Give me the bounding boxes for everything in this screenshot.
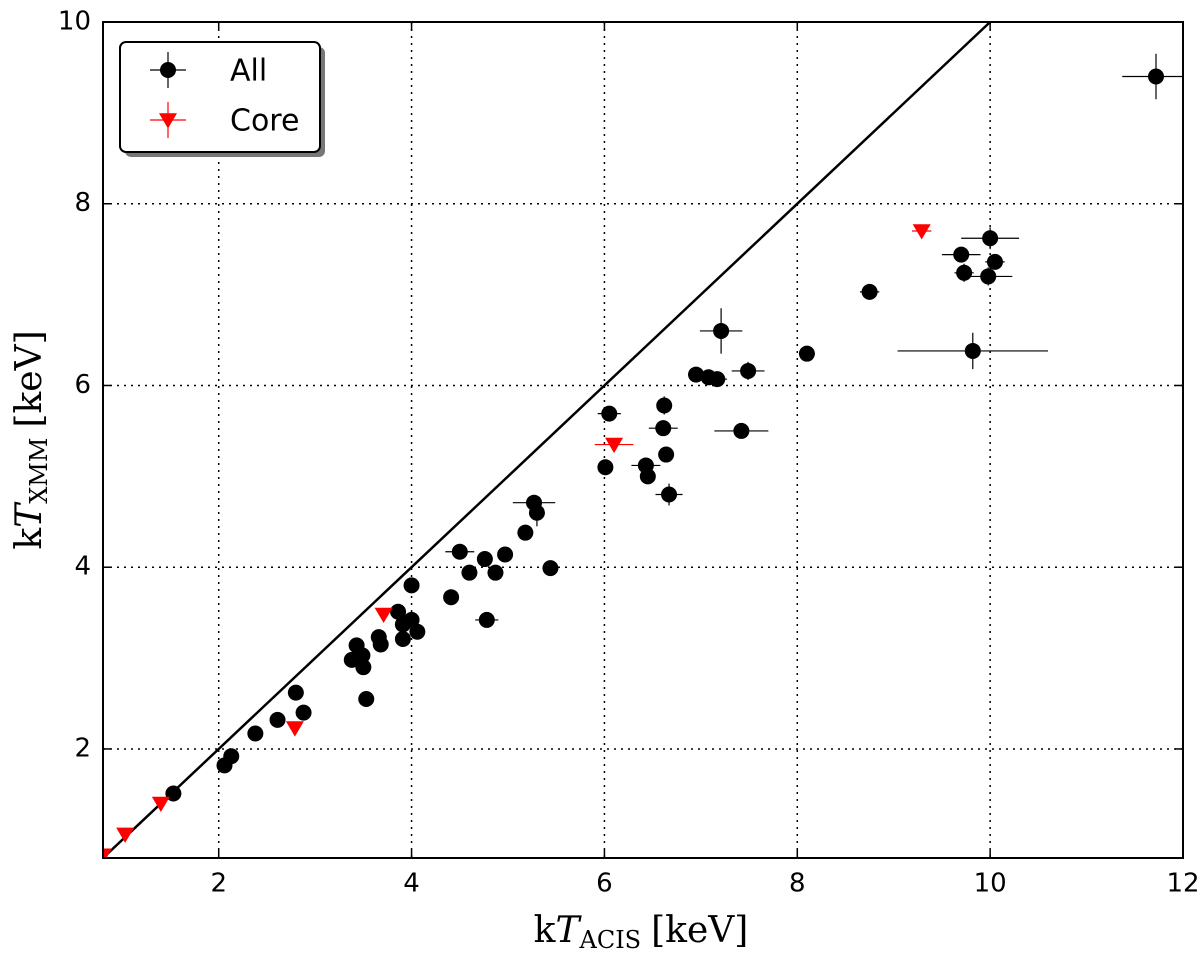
point bbox=[451, 543, 468, 560]
point bbox=[443, 589, 460, 606]
point bbox=[354, 647, 371, 664]
legend-marker bbox=[160, 62, 176, 78]
y-label-unit: [keV] bbox=[9, 330, 50, 427]
point bbox=[285, 721, 304, 737]
legend: All Core bbox=[119, 41, 325, 157]
x-tick-label: 4 bbox=[403, 869, 420, 899]
y-label-prefix: k bbox=[9, 527, 50, 550]
axes: 2 4 6 8 10 12 2 4 6 8 10 bbox=[58, 7, 1200, 899]
point bbox=[517, 524, 534, 541]
point bbox=[639, 468, 656, 485]
point bbox=[355, 659, 372, 676]
point bbox=[487, 564, 504, 581]
point bbox=[986, 253, 1003, 270]
y-tick-label: 2 bbox=[74, 733, 91, 763]
point bbox=[374, 607, 393, 624]
point bbox=[964, 342, 981, 359]
legend-label: Core bbox=[230, 104, 299, 139]
x-label-subscript: ACIS bbox=[579, 926, 642, 953]
point bbox=[605, 437, 624, 454]
point bbox=[658, 446, 675, 463]
x-tick-label: 6 bbox=[596, 869, 613, 899]
y-label-symbol: T bbox=[9, 501, 50, 528]
y-label-subscript: XMM bbox=[25, 438, 53, 504]
point bbox=[358, 690, 375, 707]
point bbox=[982, 230, 999, 247]
point bbox=[740, 362, 757, 379]
point bbox=[542, 560, 559, 577]
x-tick-label: 8 bbox=[789, 869, 806, 899]
x-label-unit: [keV] bbox=[651, 910, 748, 951]
point bbox=[287, 684, 304, 701]
point bbox=[394, 616, 411, 633]
point bbox=[709, 371, 726, 388]
point bbox=[103, 848, 112, 858]
x-tick-label: 2 bbox=[210, 869, 227, 899]
y-tick-label: 6 bbox=[74, 370, 91, 400]
point bbox=[601, 405, 618, 422]
point bbox=[409, 623, 426, 640]
point bbox=[597, 459, 614, 476]
point bbox=[269, 711, 286, 728]
point bbox=[798, 345, 815, 362]
point bbox=[394, 631, 411, 648]
y-axis-label: kTXMM [keV] bbox=[9, 330, 53, 549]
point bbox=[713, 322, 730, 339]
point bbox=[956, 264, 973, 281]
x-axis-label: kTACIS [keV] bbox=[534, 910, 749, 953]
point bbox=[661, 486, 678, 503]
plot-frame bbox=[102, 21, 1184, 859]
point bbox=[656, 397, 673, 414]
point bbox=[403, 577, 420, 594]
point bbox=[861, 283, 878, 300]
point bbox=[688, 366, 705, 383]
point bbox=[497, 546, 514, 563]
x-label-prefix: k bbox=[534, 910, 557, 951]
point bbox=[953, 246, 970, 263]
identity-line bbox=[103, 22, 992, 858]
point bbox=[116, 827, 135, 843]
point bbox=[461, 564, 478, 581]
point bbox=[372, 636, 389, 653]
point bbox=[247, 725, 264, 742]
x-label-symbol: T bbox=[555, 910, 582, 951]
y-tick-label: 10 bbox=[58, 7, 91, 37]
y-tick-label: 8 bbox=[74, 188, 91, 218]
point bbox=[1148, 68, 1164, 85]
point bbox=[216, 757, 233, 774]
point bbox=[478, 611, 495, 628]
point bbox=[980, 268, 997, 285]
plot-area bbox=[103, 22, 1183, 858]
point bbox=[733, 422, 750, 439]
legend-label: All bbox=[230, 54, 267, 89]
point bbox=[476, 551, 493, 568]
point bbox=[912, 224, 931, 240]
point bbox=[295, 704, 312, 721]
legend-marker bbox=[159, 113, 177, 129]
point bbox=[390, 603, 407, 620]
x-tick-label: 10 bbox=[974, 869, 1007, 899]
point bbox=[528, 504, 545, 521]
y-tick-label: 4 bbox=[74, 552, 91, 582]
point bbox=[151, 796, 170, 813]
x-tick-label: 12 bbox=[1166, 869, 1199, 899]
point bbox=[655, 420, 672, 437]
